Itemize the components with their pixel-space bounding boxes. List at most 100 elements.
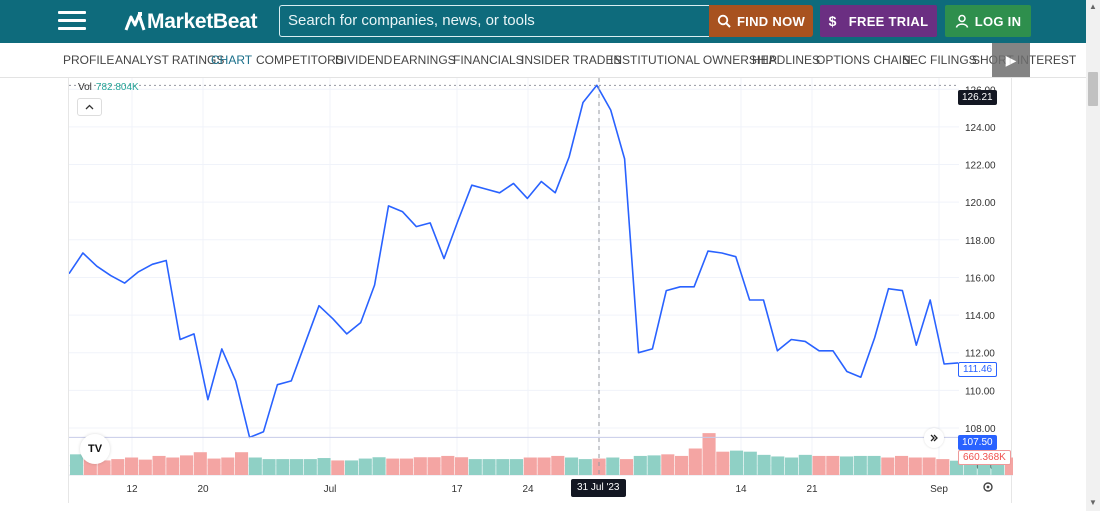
chevron-up-icon — [85, 104, 94, 110]
x-tick-label: Sep — [930, 484, 948, 495]
user-icon — [955, 14, 969, 28]
y-tick-label: 112.00 — [965, 349, 995, 360]
stock-tabs: PROFILE ANALYST RATINGS CHART COMPETITORS DI… — [0, 43, 1086, 78]
y-tick-label: 118.00 — [965, 236, 995, 247]
tab-financials[interactable]: FINANCIALS — [453, 53, 524, 67]
volume-bar — [867, 455, 881, 475]
volume-bar — [922, 457, 936, 475]
volume-bar — [908, 457, 922, 475]
crosshair-volume-label: 660.368K — [958, 450, 1011, 465]
crosshair-price-label: 107.50 — [958, 435, 997, 450]
tab-sec-filings[interactable]: SEC FILINGS — [902, 53, 977, 67]
volume-bar — [675, 455, 689, 475]
tradingview-logo-icon[interactable]: TV — [80, 434, 110, 464]
volume-bar — [757, 454, 771, 475]
volume-bar — [358, 458, 372, 475]
volume-bar — [248, 457, 262, 475]
volume-bar — [482, 459, 496, 475]
volume-bar — [166, 457, 180, 475]
log-in-button[interactable]: LOG IN — [945, 5, 1031, 37]
volume-bar — [523, 457, 537, 475]
scroll-to-realtime-button[interactable] — [924, 428, 944, 448]
find-now-button[interactable]: FIND NOW — [709, 5, 813, 37]
volume-bar — [592, 458, 606, 475]
tab-insider-trades[interactable]: INSIDER TRADES — [521, 53, 622, 67]
tab-institutional-ownership[interactable]: INSTITUTIONAL OWNERSHIP — [610, 53, 777, 67]
log-in-label: LOG IN — [974, 13, 1022, 29]
volume-bar — [496, 459, 510, 475]
volume-bar — [647, 455, 661, 475]
volume-bar — [413, 457, 427, 475]
y-tick-label: 110.00 — [965, 386, 995, 397]
price-chart[interactable]: 126.00124.00122.00120.00118.00116.00114.… — [68, 78, 1013, 503]
volume-bar — [276, 459, 290, 475]
chart-canvas[interactable]: 126.00124.00122.00120.00118.00116.00114.… — [69, 78, 1013, 503]
tab-earnings[interactable]: EARNINGS — [393, 53, 456, 67]
free-trial-label: FREE TRIAL — [848, 13, 929, 29]
volume-bar — [193, 452, 207, 475]
volume-bar — [331, 460, 345, 475]
y-tick-label: 116.00 — [965, 273, 995, 284]
volume-bar — [785, 457, 799, 475]
volume-bar — [551, 455, 565, 475]
tab-competitors[interactable]: COMPETITORS — [256, 53, 344, 67]
double-chevron-right-icon — [930, 434, 938, 442]
volume-bar — [386, 458, 400, 475]
x-tick-label: Jul — [324, 484, 337, 495]
tab-dividend[interactable]: DIVIDEND — [335, 53, 393, 67]
volume-bar — [606, 457, 620, 475]
volume-bar — [70, 454, 84, 475]
scroll-down-icon[interactable]: ▼ — [1089, 498, 1097, 507]
y-tick-label: 114.00 — [965, 311, 995, 322]
dollar-icon: $ — [828, 13, 837, 29]
volume-bar — [125, 457, 139, 475]
high-price-label: 126.21 — [958, 90, 997, 105]
page-scrollbar[interactable]: ▲ ▼ — [1086, 0, 1100, 511]
volume-bar — [826, 455, 840, 475]
x-tick-label: 24 — [522, 484, 534, 495]
price-line — [69, 84, 959, 439]
x-tick-label: 12 — [126, 484, 138, 495]
volume-bar — [853, 455, 867, 475]
volume-bar — [620, 459, 634, 475]
tab-analyst-ratings[interactable]: ANALYST RATINGS — [115, 53, 225, 67]
find-now-label: FIND NOW — [736, 13, 806, 29]
y-tick-label: 124.00 — [965, 123, 996, 134]
top-navbar: MarketBeat Search for companies, news, o… — [0, 0, 1086, 43]
volume-bar — [290, 459, 304, 475]
scroll-up-icon[interactable]: ▲ — [1089, 2, 1097, 11]
collapse-legend-button[interactable] — [77, 98, 102, 116]
volume-bar — [771, 456, 785, 475]
menu-icon[interactable] — [58, 11, 86, 31]
free-trial-button[interactable]: $ FREE TRIAL — [820, 5, 937, 37]
x-tick-label: 21 — [806, 484, 818, 495]
tab-options-chain[interactable]: OPTIONS CHAIN — [816, 53, 911, 67]
tabs-scroll-right-icon[interactable]: ▶ — [992, 43, 1030, 77]
volume-legend-title: Vol — [78, 82, 92, 93]
tab-profile[interactable]: PROFILE — [63, 53, 115, 67]
search-input[interactable]: Search for companies, news, or tools — [279, 5, 709, 37]
volume-bar — [661, 454, 675, 475]
settings-gear-icon[interactable] — [982, 481, 994, 496]
volume-bar — [138, 459, 152, 475]
volume-bar — [221, 457, 235, 475]
volume-bar — [180, 455, 194, 475]
volume-bar — [840, 456, 854, 475]
volume-bar — [798, 454, 812, 475]
volume-bar — [207, 458, 221, 475]
tab-chart[interactable]: CHART — [211, 53, 253, 67]
logo-mark-icon — [124, 12, 146, 31]
y-tick-label: 120.00 — [965, 198, 996, 209]
marketbeat-logo[interactable]: MarketBeat — [124, 9, 258, 35]
tab-headlines[interactable]: HEADLINES — [752, 53, 821, 67]
volume-bar — [235, 452, 249, 475]
volume-legend-value: 782.804K — [95, 82, 139, 93]
volume-bar — [441, 455, 455, 475]
y-tick-label: 122.00 — [965, 161, 996, 172]
x-tick-label: 14 — [735, 484, 747, 495]
x-tick-label: 20 — [197, 484, 209, 495]
volume-bar — [427, 457, 441, 475]
scrollbar-thumb[interactable] — [1088, 72, 1098, 106]
volume-bar — [468, 459, 482, 475]
volume-bar — [730, 450, 744, 475]
